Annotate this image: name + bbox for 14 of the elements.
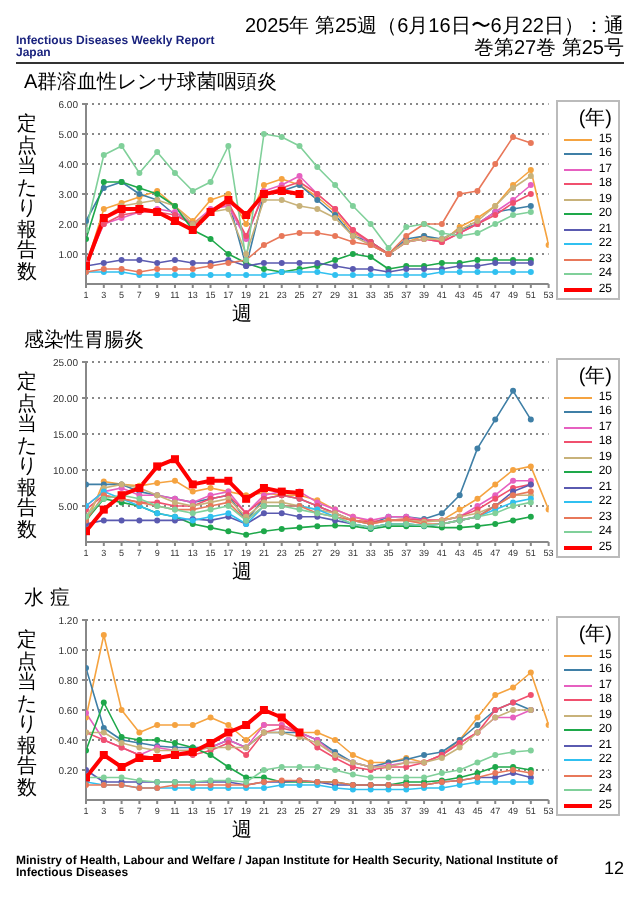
x-axis-title: 週 <box>232 820 252 842</box>
legend-title: (年) <box>576 621 612 648</box>
legend-title: (年) <box>576 105 612 132</box>
text: 2025年 第25週（6月16日〜6月22日）：通巻第27巻 第25号 <box>242 16 624 60</box>
x-axis-title: 週 <box>232 562 252 584</box>
y-axis-title: 定点当たり報告数 <box>16 372 38 542</box>
chart-title: 水 痘 <box>24 586 72 612</box>
text: 12 <box>603 858 624 878</box>
x-axis-title: 週 <box>232 304 252 326</box>
y-axis-title: 定点当たり報告数 <box>16 114 38 284</box>
legend-title: (年) <box>576 363 612 390</box>
chart-title: A群溶血性レンサ球菌咽頭炎 <box>24 70 280 96</box>
chart-title: 感染性胃腸炎 <box>24 328 146 354</box>
y-axis-title: 定点当たり報告数 <box>16 630 38 800</box>
